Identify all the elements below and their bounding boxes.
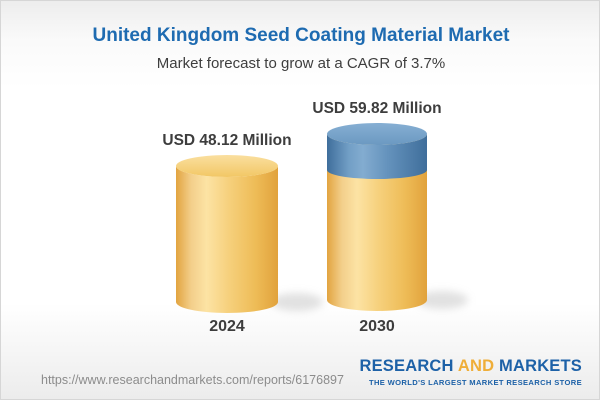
value-label-2024: USD 48.12 Million (162, 132, 292, 149)
research-and-markets-logo: RESEARCH AND MARKETS THE WORLD'S LARGEST… (359, 358, 582, 386)
cylinder-2030 (327, 123, 468, 311)
logo-word-markets: MARKETS (499, 357, 582, 375)
page-title: United Kingdom Seed Coating Material Mar… (92, 25, 510, 46)
report-url: https://www.researchandmarkets.com/repor… (41, 373, 344, 387)
logo-wordmark: RESEARCH AND MARKETS (359, 358, 582, 375)
cylinder-2024-body (176, 166, 278, 313)
cylinder-2030-base-segment (327, 134, 427, 311)
page-subtitle: Market forecast to grow at a CAGR of 3.7… (156, 55, 446, 72)
axis-label-2030: 2030 (359, 318, 395, 335)
cylinder-2024-shadow (271, 293, 323, 311)
value-label-2030: USD 59.82 Million (312, 100, 442, 117)
axis-label-2024: 2024 (209, 318, 245, 335)
logo-tagline: THE WORLD'S LARGEST MARKET RESEARCH STOR… (368, 377, 582, 387)
cylinder-2030-shadow (416, 291, 468, 309)
cylinder-2030-cap (327, 123, 427, 145)
logo-word-and: AND (457, 357, 495, 375)
logo-word-research: RESEARCH (359, 357, 454, 375)
cylinder-2024-cap (176, 155, 278, 177)
cylinder-2030-growth-segment (327, 134, 427, 179)
cylinder-2024 (176, 155, 323, 313)
